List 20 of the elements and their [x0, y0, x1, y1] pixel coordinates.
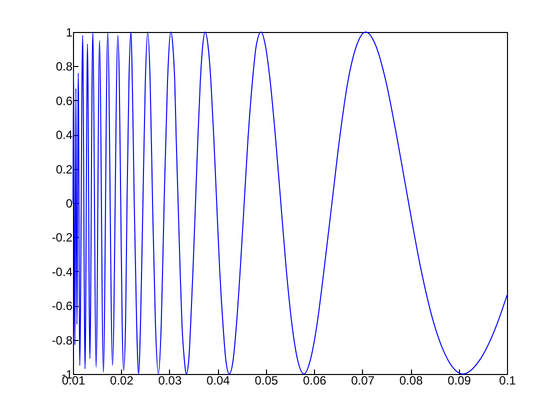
x-tick-label: 0.04	[206, 374, 230, 388]
y-tick-label: 0.4	[56, 128, 73, 142]
y-tick-label: -0.2	[52, 230, 73, 245]
y-tick-label: 0.2	[56, 162, 73, 176]
x-tick-label: 0.07	[351, 374, 375, 388]
x-tick-label: 0.02	[110, 374, 134, 388]
x-tick-label: 0.05	[254, 374, 278, 388]
y-tick-label: 0.6	[56, 94, 73, 108]
x-tick-label: 0.03	[158, 374, 182, 388]
line-series	[72, 32, 508, 374]
x-tick-label: 0.09	[448, 374, 472, 388]
y-tick-label: 0	[66, 196, 73, 210]
y-tick-label: 0.8	[56, 60, 73, 74]
x-tick-label: 0.06	[302, 374, 327, 388]
y-tick-label: -0.6	[52, 299, 73, 314]
x-tick-label: 0.08	[399, 374, 424, 388]
x-tick-label: 0.1	[499, 374, 516, 388]
y-tick-label: -0.8	[52, 333, 73, 348]
y-tick-label: 1	[66, 26, 73, 40]
y-tick-label: -0.4	[52, 264, 73, 279]
